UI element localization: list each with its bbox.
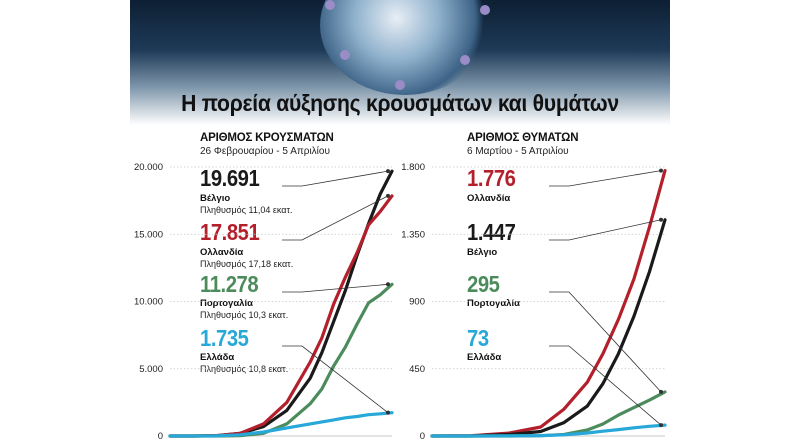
deaths-ytick-label: 0	[420, 431, 425, 442]
deaths-ytick-label: 1.350	[401, 229, 425, 240]
virus-spike	[340, 50, 350, 60]
cases-country-greece: Ελλάδα	[200, 352, 235, 363]
page-title: Η πορεία αύξησης κρουσμάτων και θυμάτων	[181, 90, 619, 116]
deaths-series-line-belgium	[430, 218, 667, 438]
cases-chart-title: ΑΡΙΘΜΟΣ ΚΡΟΥΣΜΑΤΩΝ	[200, 132, 334, 144]
cases-leader-dot-portugal	[386, 282, 390, 287]
deaths-series-line-netherlands	[430, 169, 667, 438]
cases-ytick-label: 20.000	[134, 162, 163, 173]
deaths-country-portugal: Πορτογαλία	[467, 298, 520, 309]
virus-spike	[480, 5, 490, 15]
deaths-leader-dot-netherlands	[659, 168, 663, 173]
cases-leader-dot-greece	[386, 410, 390, 415]
deaths-chart-subtitle: 6 Μαρτίου - 5 Απριλίου	[467, 146, 569, 157]
virus-spike	[395, 80, 405, 90]
deaths-leader-line-portugal	[549, 291, 662, 393]
virus-spike	[325, 0, 335, 10]
virus-banner	[130, 0, 670, 125]
cases-population-netherlands: Πληθυσμός 17,18 εκατ.	[200, 259, 294, 269]
deaths-ytick-label: 900	[409, 297, 425, 308]
deaths-ytick-label: 1.800	[401, 162, 425, 173]
deaths-leader-dot-belgium	[659, 217, 663, 222]
deaths-country-netherlands: Ολλανδία	[467, 193, 511, 204]
cases-series-line-netherlands	[168, 194, 394, 438]
cases-series-line-greece	[168, 411, 394, 438]
cases-value-netherlands: 17.851	[200, 219, 260, 245]
cases-value-belgium: 19.691	[200, 165, 260, 191]
virus-spike	[460, 55, 470, 65]
deaths-value-netherlands: 1.776	[467, 165, 516, 191]
deaths-ytick-label: 450	[409, 364, 425, 375]
cases-chart-subtitle: 26 Φεβρουαρίου - 5 Απριλίου	[200, 146, 330, 157]
cases-leader-dot-belgium	[386, 169, 390, 174]
deaths-leader-line-netherlands	[549, 170, 662, 187]
cases-ytick-label: 15.000	[134, 229, 163, 240]
deaths-value-belgium: 1.447	[467, 219, 516, 245]
cases-country-portugal: Πορτογαλία	[200, 298, 253, 309]
cases-ytick-label: 0	[158, 431, 163, 442]
deaths-value-greece: 73	[467, 325, 489, 351]
cases-value-greece: 1.735	[200, 325, 249, 351]
cases-country-netherlands: Ολλανδία	[200, 247, 244, 258]
cases-population-belgium: Πληθυσμός 11,04 εκατ.	[200, 205, 293, 215]
deaths-leader-dot-portugal	[659, 389, 663, 394]
cases-ytick-label: 5.000	[139, 364, 163, 375]
cases-leader-line-netherlands	[282, 195, 389, 241]
deaths-country-greece: Ελλάδα	[467, 352, 502, 363]
deaths-value-portugal: 295	[467, 271, 500, 297]
cases-leader-line-belgium	[282, 170, 389, 187]
cases-leader-dot-netherlands	[386, 193, 390, 198]
cases-value-portugal: 11.278	[200, 271, 259, 297]
deaths-series-line-greece	[430, 423, 667, 438]
deaths-country-belgium: Βέλγιο	[467, 247, 498, 258]
deaths-leader-line-greece	[549, 345, 662, 426]
deaths-leader-line-belgium	[549, 219, 662, 241]
cases-leader-line-greece	[282, 345, 389, 413]
deaths-chart-title: ΑΡΙΘΜΟΣ ΘΥΜΑΤΩΝ	[467, 132, 579, 144]
cases-population-portugal: Πληθυσμός 10,3 εκατ.	[200, 310, 289, 320]
cases-ytick-label: 10.000	[134, 297, 163, 308]
cases-leader-line-portugal	[282, 283, 389, 293]
cases-country-belgium: Βέλγιο	[200, 193, 231, 204]
deaths-leader-dot-greece	[659, 423, 663, 428]
